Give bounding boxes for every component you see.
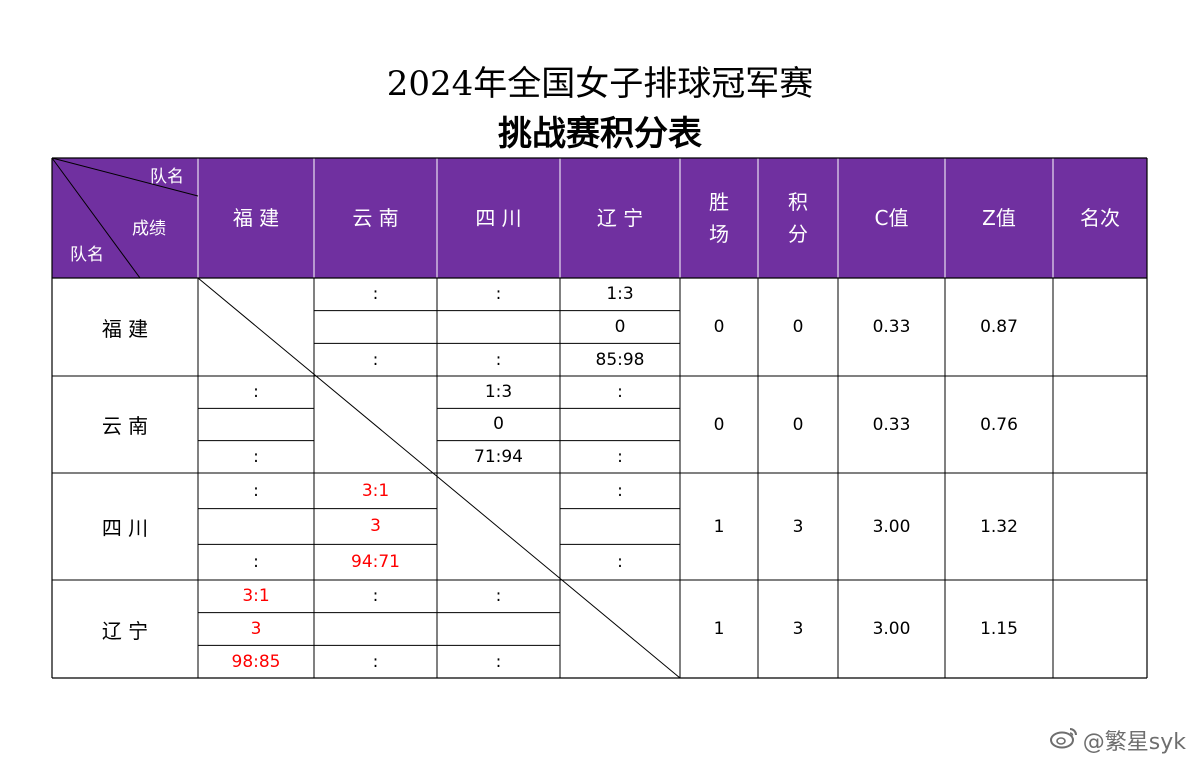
row-c-value: 3.00 [872, 516, 911, 537]
match-cell-set-score: 1:3 [606, 284, 634, 305]
watermark: @繁星syk [1049, 724, 1186, 756]
match-cell-set-score: 1:3 [484, 382, 513, 403]
match-cell-set-score: 3:1 [242, 586, 270, 607]
row-c-value: 3.00 [872, 619, 911, 639]
corner-label-middle: 成绩 [132, 219, 166, 239]
match-cell-point-ratio: : [253, 552, 259, 573]
corner-label-bottom: 队名 [70, 245, 104, 265]
match-cell-point-ratio: : [617, 446, 623, 467]
match-cell-point-ratio: : [617, 552, 623, 573]
match-cell-set-score: : [495, 284, 502, 305]
header-team-3: 四 川 [437, 158, 560, 278]
row-z-value: 1.15 [980, 619, 1018, 639]
match-cell-point-ratio: 71:94 [474, 446, 523, 467]
header-z-value: Z值 [945, 158, 1053, 278]
match-cell-point-ratio: : [495, 651, 502, 672]
row-wins: 1 [713, 516, 725, 537]
match-cell-match-points: 0 [614, 316, 626, 337]
row-wins: 0 [713, 414, 725, 435]
header-team-4: 辽 宁 [560, 158, 680, 278]
row-z-value: 0.76 [980, 414, 1018, 435]
match-cell-set-score: : [495, 586, 502, 607]
match-cell-set-score: : [372, 284, 379, 305]
row-points: 0 [792, 414, 804, 435]
self-match-diagonal [197, 277, 681, 679]
row-c-value: 0.33 [872, 414, 911, 435]
corner-label-top: 队名 [150, 167, 184, 187]
header-points: 积 分 [758, 158, 838, 278]
match-cell-match-points: 0 [493, 414, 504, 435]
corner-diagonal [51, 157, 199, 197]
header-team-1: 福 建 [198, 158, 314, 278]
row-team-name: 云 南 [101, 414, 149, 438]
weibo-icon [1049, 725, 1079, 755]
watermark-text: @繁星syk [1082, 730, 1186, 755]
row-points: 0 [792, 317, 804, 337]
header-wins: 胜 场 [680, 158, 758, 278]
match-cell-match-points: 3 [250, 618, 262, 639]
row-z-value: 1.32 [980, 516, 1018, 537]
match-cell-set-score: : [617, 382, 623, 403]
match-cell-set-score: 3:1 [361, 480, 390, 501]
match-cell-set-score: : [253, 382, 259, 403]
row-wins: 1 [713, 619, 725, 639]
row-z-value: 0.87 [980, 317, 1018, 337]
row-team-name: 福 建 [101, 316, 149, 341]
corner-diagonal [51, 157, 141, 279]
row-team-name: 辽 宁 [101, 618, 149, 643]
page-subtitle: 挑战赛积分表 [498, 114, 702, 154]
match-cell-point-ratio: 98:85 [231, 651, 281, 672]
row-c-value: 0.33 [872, 317, 911, 337]
header-c-value: C值 [838, 158, 945, 278]
match-cell-match-points: 3 [370, 516, 381, 537]
match-cell-set-score: : [372, 586, 379, 607]
match-cell-point-ratio: 94:71 [351, 552, 400, 573]
match-cell-set-score: : [617, 480, 623, 501]
row-wins: 0 [713, 317, 725, 337]
row-points: 3 [792, 516, 804, 537]
match-cell-point-ratio: : [253, 446, 259, 467]
page-title: 2024年全国女子排球冠军赛 [386, 64, 814, 104]
match-cell-point-ratio: 85:98 [595, 349, 645, 370]
row-team-name: 四 川 [101, 516, 149, 540]
row-points: 3 [792, 619, 804, 639]
match-cell-point-ratio: : [372, 349, 379, 370]
match-cell-set-score: : [253, 480, 259, 501]
header-team-2: 云 南 [314, 158, 437, 278]
header-rank: 名次 [1053, 158, 1147, 278]
match-cell-point-ratio: : [495, 349, 502, 370]
match-cell-point-ratio: : [372, 651, 379, 672]
